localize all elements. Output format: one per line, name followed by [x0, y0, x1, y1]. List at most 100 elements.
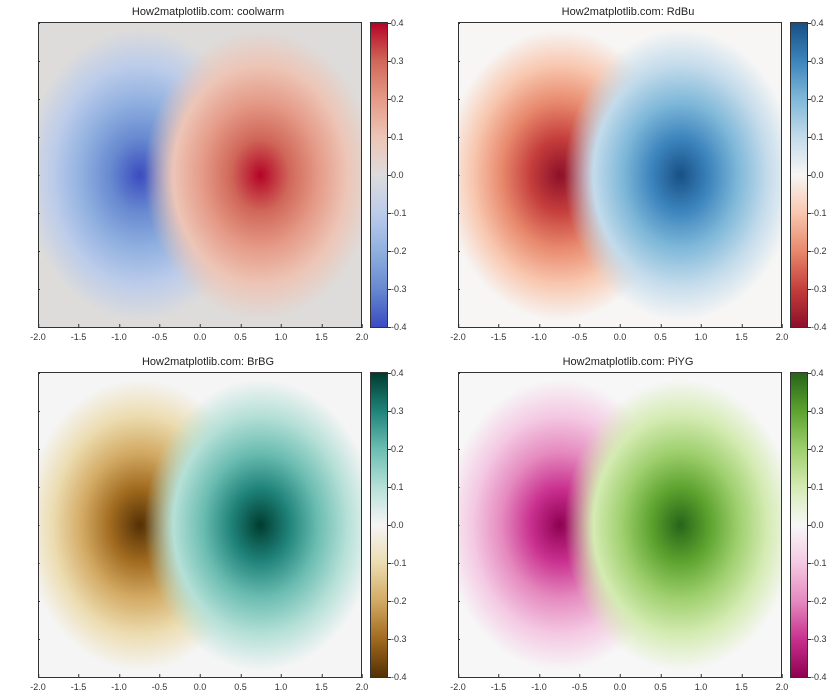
plot-area: -2.0-1.5-1.0-0.50.00.51.01.52.0 [38, 22, 362, 328]
colorbar-tick: 0.4 [811, 18, 824, 28]
colorbar-tick: -0.3 [811, 634, 827, 644]
colorbar-ticks: -0.4-0.3-0.2-0.10.00.10.20.30.4 [391, 373, 415, 677]
colorbar-tick: 0.4 [811, 368, 824, 378]
colorbar-tick: -0.3 [391, 284, 407, 294]
colorbar-tick: -0.4 [391, 322, 407, 332]
colorbar-tick: 0.2 [391, 444, 404, 454]
x-tick: -2.0 [450, 328, 466, 342]
subplot-title: How2matplotlib.com: BrBG [4, 356, 412, 370]
x-tick: -1.0 [111, 678, 127, 692]
subplot-title: How2matplotlib.com: coolwarm [4, 6, 412, 20]
x-tick: 2.0 [776, 678, 789, 692]
colorbar-ticks: -0.4-0.3-0.2-0.10.00.10.20.30.4 [811, 23, 835, 327]
colorbar-tick: 0.2 [391, 94, 404, 104]
colorbar-ticks: -0.4-0.3-0.2-0.10.00.10.20.30.4 [391, 23, 415, 327]
x-tick: 1.5 [315, 678, 328, 692]
plot-area: -2.0-1.5-1.0-0.50.00.51.01.52.0 [458, 372, 782, 678]
colorbar-tick: -0.4 [811, 322, 827, 332]
subplot-coolwarm: How2matplotlib.com: coolwarm-2.0-1.5-1.0… [0, 0, 420, 350]
subplot-title: How2matplotlib.com: RdBu [424, 6, 832, 20]
x-tick: 0.0 [614, 328, 627, 342]
colorbar-tick: 0.0 [811, 520, 824, 530]
x-tick: -1.0 [531, 328, 547, 342]
x-tick: 1.5 [735, 328, 748, 342]
colorbar-tick: 0.3 [391, 56, 404, 66]
x-tick: -0.5 [572, 678, 588, 692]
subplot-title: How2matplotlib.com: PiYG [424, 356, 832, 370]
subplot-piyg: How2matplotlib.com: PiYG-2.0-1.5-1.0-0.5… [420, 350, 840, 700]
x-axis-ticks: -2.0-1.5-1.0-0.50.00.51.01.52.0 [38, 328, 362, 344]
figure-grid: How2matplotlib.com: coolwarm-2.0-1.5-1.0… [0, 0, 840, 700]
subplot-rdbu: How2matplotlib.com: RdBu-2.0-1.5-1.0-0.5… [420, 0, 840, 350]
colorbar-tick: 0.2 [811, 444, 824, 454]
x-tick: 1.0 [695, 328, 708, 342]
positive-blob [39, 373, 361, 677]
x-tick: -1.0 [111, 328, 127, 342]
x-tick: 0.0 [614, 678, 627, 692]
x-axis-ticks: -2.0-1.5-1.0-0.50.00.51.01.52.0 [458, 678, 782, 694]
x-tick: -1.0 [531, 678, 547, 692]
x-tick: 0.0 [194, 678, 207, 692]
x-tick: 1.0 [275, 328, 288, 342]
colorbar-tick: -0.1 [811, 208, 827, 218]
colorbar-tick: -0.4 [391, 672, 407, 682]
colorbar-tick: -0.1 [391, 558, 407, 568]
x-tick: -1.5 [71, 678, 87, 692]
x-tick: -0.5 [152, 328, 168, 342]
x-tick: 1.5 [735, 678, 748, 692]
x-tick: -1.5 [491, 328, 507, 342]
x-tick: 0.0 [194, 328, 207, 342]
positive-blob [39, 23, 361, 327]
x-tick: 0.5 [654, 678, 667, 692]
colorbar-tick: 0.2 [811, 94, 824, 104]
colorbar-tick: -0.3 [811, 284, 827, 294]
colorbar: -0.4-0.3-0.2-0.10.00.10.20.30.4 [790, 22, 808, 328]
x-tick: 1.0 [275, 678, 288, 692]
positive-blob [459, 23, 781, 327]
colorbar: -0.4-0.3-0.2-0.10.00.10.20.30.4 [370, 372, 388, 678]
plot-area: -2.0-1.5-1.0-0.50.00.51.01.52.0 [458, 22, 782, 328]
x-tick: 0.5 [234, 678, 247, 692]
colorbar-tick: 0.4 [391, 18, 404, 28]
x-tick: 2.0 [776, 328, 789, 342]
colorbar-tick: 0.4 [391, 368, 404, 378]
colorbar-tick: -0.4 [811, 672, 827, 682]
x-tick: 2.0 [356, 328, 369, 342]
colorbar-tick: -0.2 [391, 596, 407, 606]
x-tick: -1.5 [491, 678, 507, 692]
colorbar-tick: -0.2 [811, 246, 827, 256]
x-tick: -2.0 [30, 678, 46, 692]
x-axis-ticks: -2.0-1.5-1.0-0.50.00.51.01.52.0 [38, 678, 362, 694]
colorbar: -0.4-0.3-0.2-0.10.00.10.20.30.4 [370, 22, 388, 328]
x-tick: -0.5 [572, 328, 588, 342]
x-tick: -0.5 [152, 678, 168, 692]
colorbar-tick: 0.1 [811, 132, 824, 142]
colorbar-ticks: -0.4-0.3-0.2-0.10.00.10.20.30.4 [811, 373, 835, 677]
colorbar-tick: -0.3 [391, 634, 407, 644]
x-tick: 1.0 [695, 678, 708, 692]
colorbar-tick: 0.3 [811, 406, 824, 416]
x-tick: 1.5 [315, 328, 328, 342]
x-axis-ticks: -2.0-1.5-1.0-0.50.00.51.01.52.0 [458, 328, 782, 344]
x-tick: 2.0 [356, 678, 369, 692]
colorbar-tick: -0.1 [391, 208, 407, 218]
x-tick: 0.5 [654, 328, 667, 342]
colorbar-tick: 0.3 [391, 406, 404, 416]
positive-blob [459, 373, 781, 677]
colorbar-tick: 0.1 [391, 482, 404, 492]
x-tick: -1.5 [71, 328, 87, 342]
plot-area: -2.0-1.5-1.0-0.50.00.51.01.52.0 [38, 372, 362, 678]
colorbar-tick: 0.0 [391, 170, 404, 180]
colorbar-tick: -0.2 [811, 596, 827, 606]
colorbar-tick: 0.0 [391, 520, 404, 530]
colorbar: -0.4-0.3-0.2-0.10.00.10.20.30.4 [790, 372, 808, 678]
x-tick: -2.0 [450, 678, 466, 692]
colorbar-tick: 0.1 [391, 132, 404, 142]
colorbar-tick: -0.2 [391, 246, 407, 256]
subplot-brbg: How2matplotlib.com: BrBG-2.0-1.5-1.0-0.5… [0, 350, 420, 700]
colorbar-tick: 0.3 [811, 56, 824, 66]
colorbar-tick: -0.1 [811, 558, 827, 568]
x-tick: 0.5 [234, 328, 247, 342]
colorbar-tick: 0.0 [811, 170, 824, 180]
x-tick: -2.0 [30, 328, 46, 342]
